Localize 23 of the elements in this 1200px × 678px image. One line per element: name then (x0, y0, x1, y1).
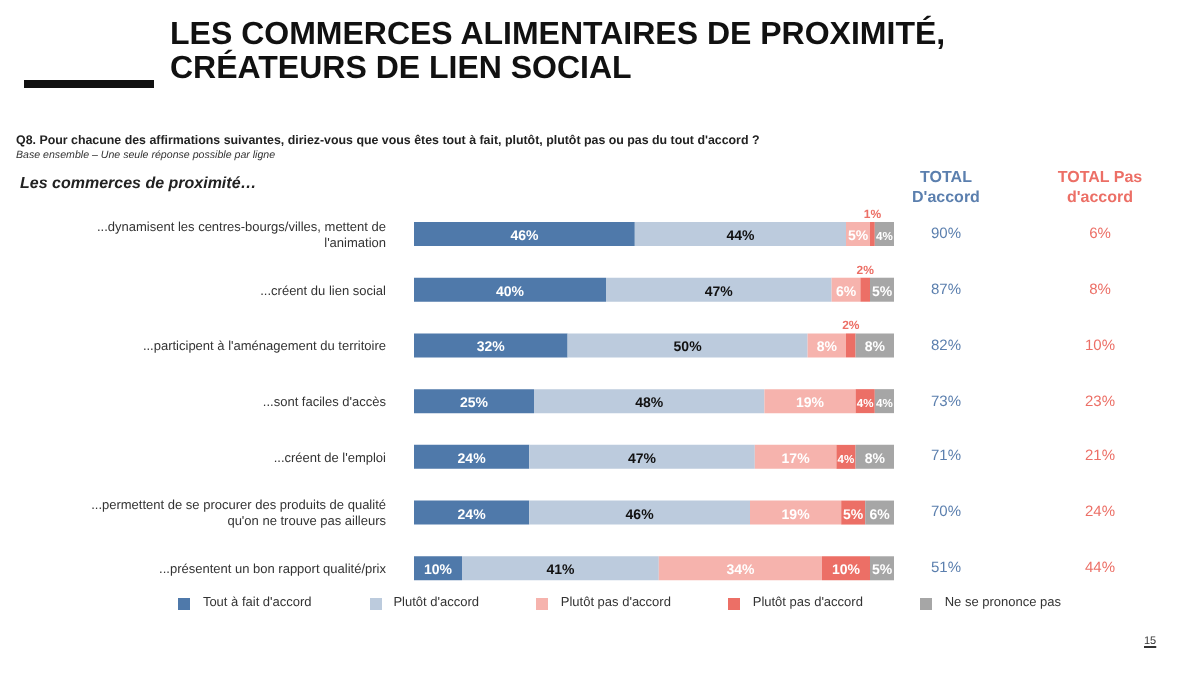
text: Les commerces de proximité… (20, 174, 257, 192)
bar (750, 500, 842, 525)
bar (414, 277, 606, 302)
bar (414, 444, 530, 469)
text: TOTAL D'accord (910, 168, 982, 208)
bar (414, 500, 530, 525)
bar (529, 444, 755, 469)
bar (534, 389, 765, 414)
bar (414, 333, 568, 358)
bar (754, 444, 837, 469)
bar (658, 556, 822, 581)
bar (462, 556, 659, 581)
bar (764, 389, 856, 414)
bar (846, 333, 856, 358)
bar (634, 222, 846, 246)
bar (414, 222, 635, 246)
text: TOTAL Pas d'accord (1055, 168, 1145, 208)
bar (529, 500, 750, 525)
bar (567, 333, 808, 358)
bar (860, 277, 870, 302)
bar (606, 277, 832, 302)
chart-title: LES COMMERCES ALIMENTAIRES DE PROXIMITÉ, CRÉATEURS DE LIEN SOCIAL (170, 18, 948, 86)
bar (414, 389, 534, 414)
